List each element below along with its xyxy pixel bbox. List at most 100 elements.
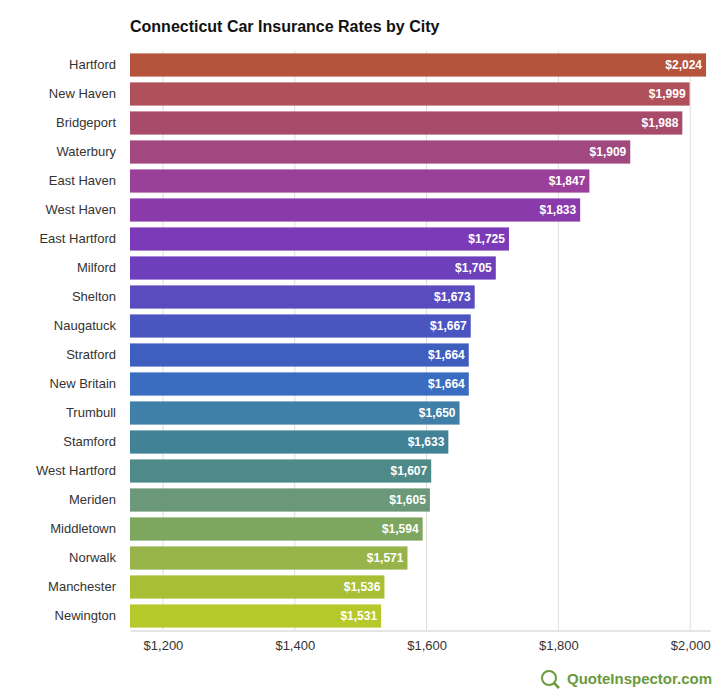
grid-line — [426, 51, 427, 631]
x-tick: $1,400 — [275, 631, 315, 653]
y-tick: East Hartford — [39, 231, 130, 246]
bar — [130, 488, 430, 511]
bar — [130, 372, 469, 395]
y-tick-label: Shelton — [72, 289, 116, 304]
y-tick-label: Newington — [55, 608, 116, 623]
y-tick: Newington — [55, 608, 130, 623]
data-label: $2,024 — [665, 58, 702, 72]
y-tick-label: East Haven — [49, 173, 116, 188]
data-label: $1,833 — [539, 203, 576, 217]
y-tick-label: Milford — [77, 260, 116, 275]
data-label: $1,633 — [408, 435, 445, 449]
bar — [130, 459, 431, 482]
x-tick: $1,600 — [407, 631, 447, 653]
y-tick: Naugatuck — [54, 318, 130, 333]
y-tick-label: Bridgeport — [56, 115, 116, 130]
watermark-icon — [542, 671, 556, 685]
x-tick: $1,200 — [144, 631, 184, 653]
bar — [130, 285, 475, 308]
bars — [130, 53, 706, 627]
watermark: QuoteInspector.com — [542, 670, 712, 688]
x-tick: $2,000 — [671, 631, 711, 653]
y-tick-label: Hartford — [69, 57, 116, 72]
grid — [163, 51, 690, 631]
y-tick-label: New Britain — [50, 376, 116, 391]
bar — [130, 140, 630, 163]
grid-line — [162, 51, 163, 631]
data-label: $1,605 — [389, 493, 426, 507]
data-label: $1,673 — [434, 290, 471, 304]
data-label: $1,725 — [468, 232, 505, 246]
grid-line — [690, 51, 691, 631]
y-tick-label: Trumbull — [66, 405, 116, 420]
x-axis: $1,200 $1,400 $1,600 $1,800 $2,000 — [131, 631, 711, 653]
data-label: $1,909 — [590, 145, 627, 159]
bar — [130, 169, 589, 192]
bar — [130, 343, 469, 366]
plot: $2,024 $1,999 $1,988 $1,909 $1,847 $1,833 $1,7… — [36, 51, 711, 653]
chart: Connecticut Car Insurance Rates by City$… — [0, 0, 724, 700]
bar — [130, 430, 448, 453]
y-tick: Norwalk — [69, 550, 130, 565]
bar — [130, 575, 384, 598]
data-label: $1,536 — [344, 580, 381, 594]
y-tick: Waterbury — [57, 144, 130, 159]
data-label: $1,607 — [391, 464, 428, 478]
x-tick-label: $1,600 — [407, 638, 447, 653]
data-label: $1,988 — [642, 116, 679, 130]
y-tick-label: Naugatuck — [54, 318, 117, 333]
y-axis: Hartford New Haven Bridgeport Waterbury East… — [36, 57, 130, 623]
x-tick: $1,800 — [539, 631, 579, 653]
y-tick: Milford — [77, 260, 130, 275]
bar — [130, 227, 509, 250]
data-label: $1,999 — [649, 87, 686, 101]
y-tick: East Haven — [49, 173, 130, 188]
grid-line — [294, 51, 295, 631]
data-label: $1,571 — [367, 551, 404, 565]
y-tick-label: West Hartford — [36, 463, 116, 478]
data-label: $1,705 — [455, 261, 492, 275]
watermark-icon-handle — [554, 683, 559, 688]
bar — [130, 198, 580, 221]
y-tick-label: New Haven — [49, 86, 116, 101]
watermark-text: QuoteInspector.com — [567, 670, 712, 687]
data-labels: $2,024 $1,999 $1,988 $1,909 $1,847 $1,833 $1,7… — [340, 58, 702, 623]
y-tick: Stratford — [66, 347, 130, 362]
data-label: $1,667 — [430, 319, 467, 333]
x-tick-label: $1,200 — [144, 638, 184, 653]
grid-line — [558, 51, 559, 631]
data-label: $1,664 — [428, 377, 465, 391]
y-tick-label: Waterbury — [57, 144, 117, 159]
data-label: $1,594 — [382, 522, 419, 536]
data-label: $1,664 — [428, 348, 465, 362]
y-tick-label: West Haven — [45, 202, 116, 217]
y-tick: New Haven — [49, 86, 130, 101]
bar — [130, 517, 423, 540]
y-tick: Stamford — [63, 434, 130, 449]
bar — [130, 111, 682, 134]
y-tick-label: Meriden — [69, 492, 116, 507]
x-tick-label: $2,000 — [671, 638, 711, 653]
data-label: $1,650 — [419, 406, 456, 420]
y-tick-label: Norwalk — [69, 550, 116, 565]
data-label: $1,847 — [549, 174, 586, 188]
y-tick: West Hartford — [36, 463, 130, 478]
y-tick-label: East Hartford — [39, 231, 116, 246]
y-tick-label: Stamford — [63, 434, 116, 449]
y-tick: Meriden — [69, 492, 130, 507]
y-tick-label: Stratford — [66, 347, 116, 362]
data-label: $1,531 — [340, 609, 377, 623]
y-tick: Hartford — [69, 57, 130, 72]
y-tick-label: Middletown — [50, 521, 116, 536]
bar — [130, 53, 706, 76]
y-tick: Manchester — [48, 579, 130, 594]
bar — [130, 604, 381, 627]
y-tick: Shelton — [72, 289, 130, 304]
y-tick: West Haven — [45, 202, 130, 217]
bar — [130, 546, 407, 569]
x-axis-line — [131, 631, 711, 632]
bar — [130, 82, 690, 105]
y-tick: Trumbull — [66, 405, 130, 420]
y-tick-label: Manchester — [48, 579, 117, 594]
x-tick-label: $1,800 — [539, 638, 579, 653]
